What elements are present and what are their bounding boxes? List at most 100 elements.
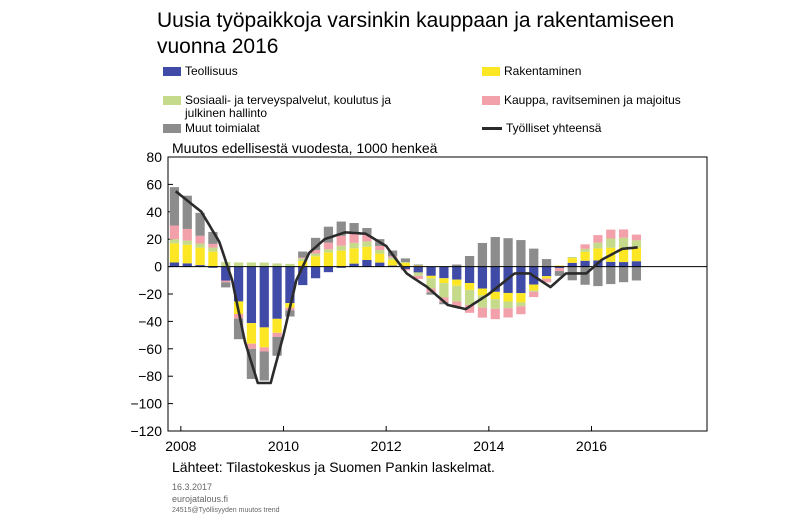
bar-muut: [272, 336, 282, 356]
bar-rakentaminen: [464, 283, 475, 290]
legend-swatch-teollisuus: [163, 67, 181, 76]
bar-kauppa: [413, 275, 423, 279]
bar-rakentaminen: [169, 243, 180, 263]
bar-rakentaminen: [580, 251, 590, 261]
bar-kauppa: [195, 235, 205, 244]
y-tick-label: 20: [146, 231, 162, 247]
bar-rakentaminen: [375, 253, 385, 263]
bar-sosiaali: [490, 299, 500, 309]
bar-rakentaminen: [387, 259, 398, 266]
bar-kauppa: [554, 267, 565, 272]
footer-date: 16.3.2017: [172, 482, 213, 492]
legend-label-sosiaali: Sosiaali- ja terveyspalvelut, koulutus j…: [185, 93, 392, 120]
bar-rakentaminen: [452, 279, 462, 286]
bar-teollisuus: [362, 260, 372, 267]
bar-sosiaali: [336, 245, 346, 251]
bar-muut: [490, 237, 500, 267]
bar-teollisuus: [606, 261, 616, 267]
legend-swatch-kauppa: [482, 96, 500, 105]
bar-teollisuus: [464, 266, 475, 284]
bar-sosiaali: [375, 249, 385, 254]
bar-sosiaali: [285, 263, 295, 267]
bar-kauppa: [452, 301, 462, 308]
bar-kauppa: [375, 245, 385, 250]
bar-kauppa: [298, 257, 308, 259]
x-tick-label: 2008: [165, 438, 196, 454]
bar-kauppa: [336, 235, 346, 246]
bar-rakentaminen: [246, 323, 257, 344]
bar-rakentaminen: [349, 248, 359, 264]
bar-sosiaali: [606, 238, 616, 248]
bar-rakentaminen: [567, 258, 577, 263]
bar-teollisuus: [221, 266, 231, 281]
y-tick-label: −120: [130, 423, 162, 439]
y-tick-label: 40: [146, 204, 162, 220]
x-tick-label: 2016: [576, 438, 607, 454]
bar-muut: [259, 351, 269, 381]
bar-sosiaali: [516, 302, 526, 307]
source-note: Lähteet: Tilastokeskus ja Suomen Pankin …: [172, 459, 495, 475]
bar-rakentaminen: [439, 278, 449, 284]
bar-kauppa: [272, 332, 282, 337]
bar-muut: [349, 223, 359, 234]
y-axis-label: Muutos edellisestä vuodesta, 1000 henkeä: [172, 140, 438, 156]
legend-swatch-total: [482, 127, 502, 130]
bar-teollisuus: [516, 266, 526, 294]
bar-rakentaminen: [503, 292, 513, 302]
bar-sosiaali: [503, 301, 513, 309]
y-tick-label: 60: [146, 176, 162, 192]
bar-teollisuus: [259, 266, 269, 328]
bar-sosiaali: [246, 262, 257, 267]
bar-kauppa: [208, 243, 218, 248]
y-tick-label: −40: [138, 313, 162, 329]
bar-sosiaali: [349, 242, 359, 249]
bar-muut: [233, 318, 244, 340]
bar-kauppa: [387, 256, 398, 258]
bar-kauppa: [541, 278, 552, 283]
bar-kauppa: [221, 280, 231, 283]
bar-muut: [580, 266, 590, 285]
bar-sosiaali: [259, 262, 269, 267]
bar-kauppa: [259, 347, 269, 352]
legend-label-total: Työlliset yhteensä: [506, 121, 602, 135]
legend-swatch-rakentaminen: [482, 67, 500, 76]
legend-rakentaminen: Rakentaminen: [482, 65, 581, 78]
bar-sosiaali: [233, 262, 244, 267]
bar-muut: [195, 212, 205, 236]
bar-sosiaali: [464, 289, 475, 305]
bar-sosiaali: [631, 240, 642, 248]
bar-muut: [323, 226, 334, 243]
bar-teollisuus: [400, 266, 411, 269]
bar-rakentaminen: [208, 251, 218, 267]
bar-rakentaminen: [195, 247, 205, 266]
bar-sosiaali: [413, 272, 423, 276]
legend-label-teollisuus: Teollisuus: [185, 64, 238, 78]
bar-muut: [554, 271, 565, 276]
legend-label-kauppa: Kauppa, ravitseminen ja majoitus: [504, 93, 681, 107]
bar-sosiaali: [323, 249, 334, 253]
bar-kauppa: [606, 229, 616, 239]
bar-teollisuus: [387, 265, 398, 267]
legend-teollisuus: Teollisuus: [163, 65, 238, 78]
footer-site: eurojatalous.fi: [172, 494, 229, 504]
bar-rakentaminen: [593, 248, 603, 261]
bar-muut: [362, 227, 372, 235]
bar-muut: [182, 195, 192, 229]
bar-sosiaali: [593, 242, 603, 249]
bar-teollisuus: [426, 266, 436, 276]
y-tick-label: −60: [138, 341, 162, 357]
bar-sosiaali: [169, 239, 180, 244]
bar-rakentaminen: [554, 265, 565, 267]
bar-kauppa: [580, 244, 590, 249]
bar-teollisuus: [195, 265, 205, 267]
bar-kauppa: [362, 234, 372, 242]
bar-muut: [452, 264, 462, 267]
bar-muut: [464, 255, 475, 267]
bar-sosiaali: [439, 283, 449, 298]
bar-kauppa: [169, 225, 180, 240]
legend-label-rakentaminen: Rakentaminen: [504, 64, 582, 78]
bar-sosiaali: [529, 290, 539, 292]
bar-rakentaminen: [516, 293, 526, 303]
bar-rakentaminen: [529, 284, 539, 291]
